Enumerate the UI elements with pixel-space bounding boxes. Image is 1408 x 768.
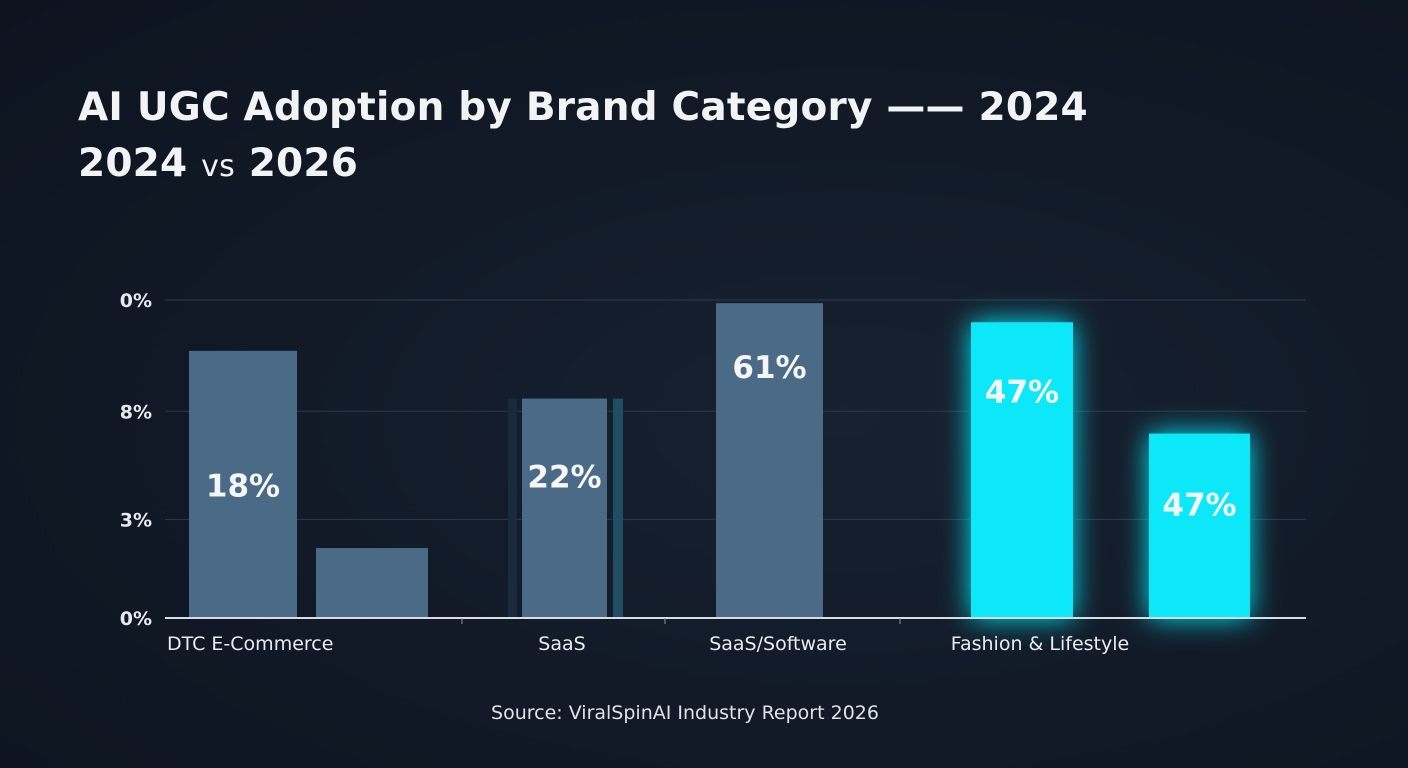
- bar-data-label: 22%: [527, 459, 601, 495]
- x-category-label: SaaS/Software: [709, 633, 847, 655]
- x-category-label: SaaS: [538, 633, 585, 655]
- chart-title: AI UGC Adoption by Brand Category —— 202…: [78, 80, 1088, 195]
- bar-data-label: 61%: [732, 350, 806, 386]
- y-tick-label: 0%: [120, 608, 152, 630]
- bar-dtc-e-commerce-0: [189, 350, 297, 618]
- source-note: Source: ViralSpinAI Industry Report 2026: [491, 702, 879, 724]
- bar-side-strip: [508, 398, 517, 618]
- bar-data-label: 18%: [206, 468, 280, 504]
- x-category-label: Fashion & Lifestyle: [951, 633, 1129, 655]
- y-tick-label: 8%: [120, 401, 152, 423]
- y-tick-label: 0%: [120, 290, 152, 312]
- bar-side-strip: [613, 398, 623, 618]
- title-line-1: AI UGC Adoption by Brand Category —— 202…: [78, 85, 1088, 130]
- bar-data-label: 47%: [985, 374, 1059, 410]
- title-line-2: 2024 vs 2026: [78, 136, 1088, 195]
- bar-fashion-lifestyle-5: [1149, 433, 1250, 618]
- bar-saas-software-3: [716, 303, 823, 618]
- bar-fashion-lifestyle-4: [971, 322, 1073, 618]
- title-vs: vs: [201, 149, 235, 184]
- bar-dtc-e-commerce-1: [316, 548, 428, 618]
- title-year-b: 2026: [248, 141, 359, 186]
- x-category-label: DTC E-Commerce: [167, 633, 333, 655]
- y-tick-label: 3%: [120, 509, 152, 531]
- bar-saas-2: [522, 398, 607, 618]
- title-year-a: 2024: [78, 141, 188, 186]
- bar-data-label: 47%: [1162, 488, 1236, 524]
